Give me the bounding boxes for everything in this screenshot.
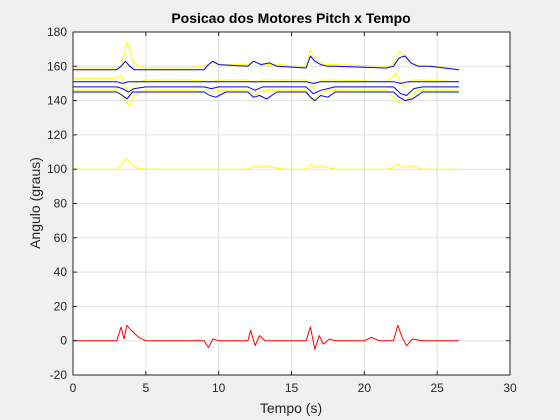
- series-line-yellow-3: [73, 158, 459, 170]
- y-tick-label: 40: [54, 265, 68, 279]
- y-tick-label: 160: [47, 59, 67, 73]
- y-tick-label: 120: [47, 128, 67, 142]
- y-tick-label: 80: [54, 197, 68, 211]
- series-line-yellow-2: [73, 89, 459, 107]
- x-tick-label: 0: [70, 381, 77, 395]
- y-tick-label: 140: [47, 94, 67, 108]
- y-tick-label: -20: [50, 368, 68, 382]
- y-tick-label: 20: [54, 299, 68, 313]
- series-line-blue-5: [73, 81, 459, 84]
- series-line-blue-7: [73, 91, 459, 102]
- x-tick-label: 30: [503, 381, 517, 395]
- plot-area: [73, 41, 460, 350]
- x-tick-label: 15: [285, 381, 299, 395]
- x-tick-label: 10: [212, 381, 226, 395]
- series-line-blue-4: [73, 55, 460, 71]
- series-line-blue-6: [73, 86, 459, 96]
- x-axis-label: Tempo (s): [260, 400, 322, 416]
- x-tick-label: 5: [142, 381, 149, 395]
- y-tick-label: 0: [60, 334, 67, 348]
- y-tick-label: 100: [47, 162, 67, 176]
- chart-title: Posicao dos Motores Pitch x Tempo: [171, 10, 410, 26]
- series-line-red-8: [73, 324, 459, 350]
- series-line-yellow-1: [73, 72, 460, 96]
- series-line-yellow-0: [73, 41, 460, 71]
- y-tick-label: 60: [54, 231, 68, 245]
- y-axis-label: Angulo (graus): [27, 157, 43, 249]
- x-tick-label: 20: [358, 381, 372, 395]
- y-tick-label: 180: [47, 25, 67, 39]
- x-tick-label: 25: [430, 381, 444, 395]
